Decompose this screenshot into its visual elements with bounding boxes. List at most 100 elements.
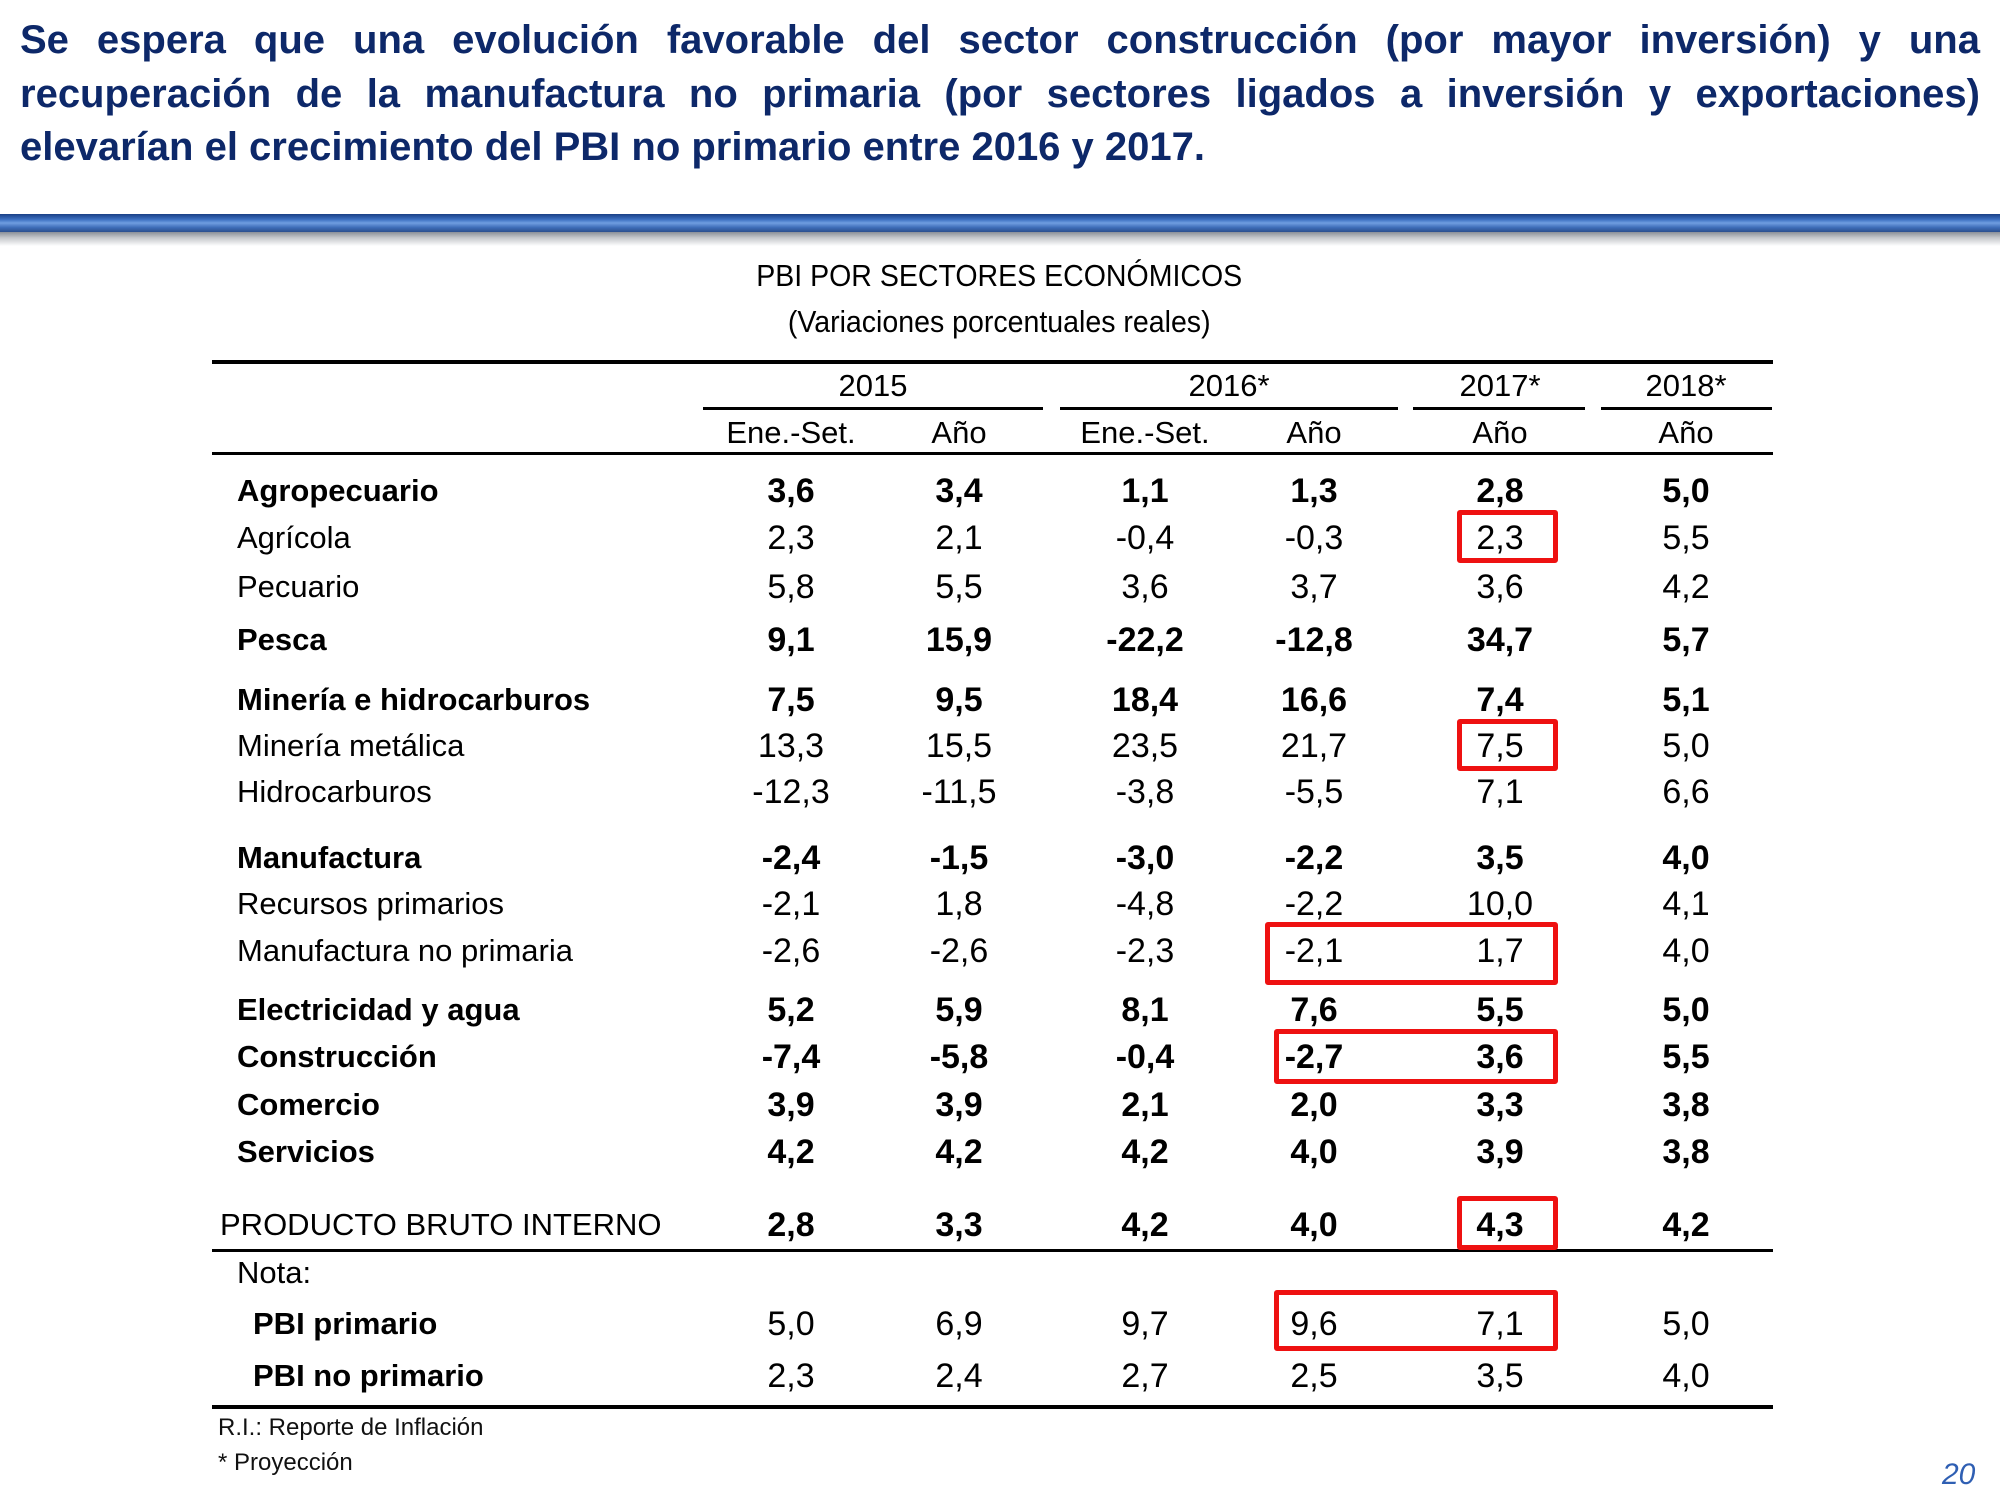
footnote-projection: * Proyección	[218, 1449, 353, 1476]
table-cell: 5,7	[1662, 621, 1710, 659]
table-cell: 3,6	[1121, 568, 1169, 606]
table-cell: 16,6	[1280, 681, 1348, 719]
total-row-label: PRODUCTO BRUTO INTERNO	[220, 1207, 662, 1242]
table-cell: 5,9	[935, 991, 983, 1029]
table-cell: 2,8	[1476, 472, 1524, 510]
table-cell: 2,1	[1121, 1086, 1169, 1124]
row-label: Hidrocarburos	[237, 774, 432, 809]
table-cell: 7,5	[767, 681, 815, 719]
table-cell: 8,1	[1121, 991, 1169, 1029]
table-cell: -7,4	[761, 1038, 821, 1076]
table-cell: -2,6	[761, 932, 821, 970]
note-cell: 5,0	[1662, 1305, 1710, 1343]
row-label: Recursos primarios	[237, 886, 505, 921]
table-cell: 7,5	[1476, 727, 1524, 765]
table-cell: -0,4	[1115, 519, 1175, 557]
table-cell: -3,0	[1115, 839, 1175, 877]
table-cell: 18,4	[1111, 681, 1179, 719]
table-cell: 5,0	[1662, 991, 1710, 1029]
table-cell: -22,2	[1106, 621, 1184, 659]
table-subtitle: (Variaciones porcentuales reales)	[787, 304, 1211, 339]
period-header: Año	[1658, 415, 1714, 450]
row-label: Manufactura	[237, 840, 422, 875]
table-cell: 3,7	[1290, 568, 1338, 606]
year-header: 2015	[838, 368, 908, 403]
table-cell: -2,7	[1284, 1038, 1344, 1076]
table-cell: 4,0	[1662, 932, 1710, 970]
period-header: Año	[1472, 415, 1528, 450]
table-cell: 3,6	[1476, 1038, 1524, 1076]
table-cell: -2,4	[761, 839, 821, 877]
row-label: Pesca	[237, 622, 327, 657]
period-header: Año	[1286, 415, 1342, 450]
total-cell: 4,2	[1662, 1206, 1710, 1244]
table-cell: 4,2	[1121, 1133, 1169, 1171]
table-cell: 3,6	[1476, 568, 1524, 606]
table-cell: -5,5	[1284, 773, 1344, 811]
table-cell: 4,0	[1662, 839, 1710, 877]
table-cell: 3,4	[935, 472, 983, 510]
period-header: Ene.-Set.	[726, 415, 856, 450]
slide-title: Se espera que una evolución favorable de…	[20, 18, 1980, 169]
total-cell: 4,0	[1290, 1206, 1338, 1244]
table-cell: 4,0	[1290, 1133, 1338, 1171]
table-cell: 15,9	[925, 621, 993, 659]
table-cell: 3,3	[1476, 1086, 1524, 1124]
note-cell: 3,5	[1476, 1357, 1524, 1395]
note-cell: 9,6	[1290, 1305, 1338, 1343]
table-cell: -5,8	[929, 1038, 989, 1076]
table-cell: 3,6	[767, 472, 815, 510]
table-cell: 15,5	[925, 727, 993, 765]
table-cell: 1,8	[935, 885, 983, 923]
table-cell: -2,3	[1115, 932, 1175, 970]
row-label: Manufactura no primaria	[237, 933, 573, 968]
table-top-rule	[212, 360, 1773, 364]
table-cell: -2,6	[929, 932, 989, 970]
period-header: Ene.-Set.	[1080, 415, 1210, 450]
row-label: Minería e hidrocarburos	[237, 682, 591, 717]
row-label: Pecuario	[237, 569, 360, 604]
table-cell: 2,0	[1290, 1086, 1338, 1124]
note-cell: 2,7	[1121, 1357, 1169, 1395]
note-row-label: PBI no primario	[253, 1358, 484, 1393]
row-label: Servicios	[237, 1134, 375, 1169]
footnote-ri: R.I.: Reporte de Inflación	[218, 1414, 484, 1441]
table-cell: 5,5	[1476, 991, 1524, 1029]
note-cell: 4,0	[1662, 1357, 1710, 1395]
year-header: 2016*	[1188, 368, 1270, 403]
table-cell: 5,0	[1662, 727, 1710, 765]
table-bottom-rule	[212, 1405, 1773, 1409]
table-cell: 7,6	[1290, 991, 1338, 1029]
table-cell: 7,4	[1476, 681, 1524, 719]
row-label: Construcción	[237, 1039, 437, 1074]
row-label: Minería metálica	[237, 728, 465, 763]
table-cell: 9,1	[767, 621, 815, 659]
table-cell: -0,4	[1115, 1038, 1175, 1076]
total-cell: 4,2	[1121, 1206, 1169, 1244]
title-divider-shadow	[0, 232, 2000, 246]
table-cell: 2,3	[767, 519, 815, 557]
highlight-box	[1457, 510, 1558, 563]
note-cell: 2,3	[767, 1357, 815, 1395]
table-cell: -2,1	[1284, 932, 1344, 970]
year-header: 2018*	[1645, 368, 1727, 403]
highlight-box	[1457, 1196, 1558, 1250]
table-cell: 5,1	[1662, 681, 1710, 719]
note-cell: 7,1	[1476, 1305, 1524, 1343]
note-cell: 2,4	[935, 1357, 983, 1395]
highlight-box	[1457, 719, 1558, 771]
table-cell: 3,8	[1662, 1086, 1710, 1124]
table-cell: 5,5	[935, 568, 983, 606]
year-group-underline	[1413, 407, 1585, 410]
table-cell: 3,8	[1662, 1133, 1710, 1171]
highlight-box	[1274, 1290, 1558, 1351]
total-row-rule	[212, 1249, 1773, 1252]
table-cell: 3,5	[1476, 839, 1524, 877]
table-cell: 9,5	[935, 681, 983, 719]
table-cell: 5,5	[1662, 1038, 1710, 1076]
highlight-box	[1274, 1029, 1558, 1084]
table-cell: 2,1	[935, 519, 983, 557]
row-label: Agrícola	[237, 520, 351, 555]
table-cell: 5,0	[1662, 472, 1710, 510]
table-cell: 34,7	[1466, 621, 1534, 659]
